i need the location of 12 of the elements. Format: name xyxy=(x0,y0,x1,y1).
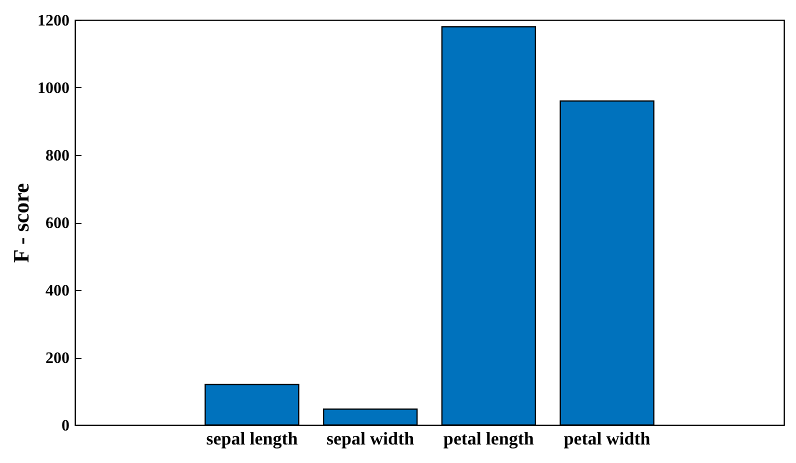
y-tick-label: 1000 xyxy=(38,80,70,97)
x-tick-label: petal width xyxy=(564,428,650,448)
y-tick-label: 600 xyxy=(46,215,70,232)
y-tick-label: 400 xyxy=(46,282,70,300)
y-tick-label: 800 xyxy=(46,148,70,164)
y-tick-label: 0 xyxy=(62,418,70,434)
y-tick-label: 200 xyxy=(46,350,70,367)
x-tick-label: petal length xyxy=(443,428,534,448)
x-tick-label: sepal length xyxy=(206,428,298,448)
y-tick-label: 1200 xyxy=(38,12,70,30)
x-tick-label: sepal width xyxy=(326,428,414,448)
y-axis-title: F - score xyxy=(8,183,34,263)
